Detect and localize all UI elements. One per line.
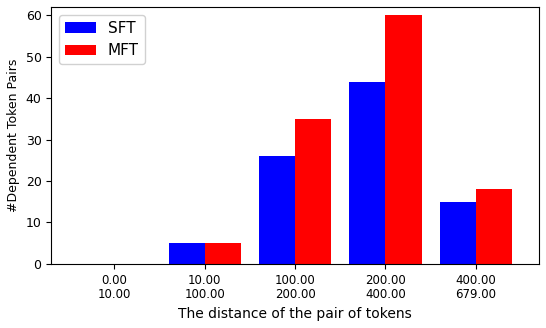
Bar [205, 243, 241, 264]
Legend: SFT, MFT: SFT, MFT [59, 14, 145, 64]
Bar [169, 243, 205, 264]
Bar [385, 15, 422, 264]
X-axis label: The distance of the pair of tokens: The distance of the pair of tokens [178, 307, 412, 321]
Bar [476, 189, 512, 264]
Bar [295, 119, 331, 264]
Bar [349, 82, 385, 264]
Y-axis label: #Dependent Token Pairs: #Dependent Token Pairs [7, 59, 20, 212]
Bar [440, 202, 476, 264]
Bar [259, 156, 295, 264]
